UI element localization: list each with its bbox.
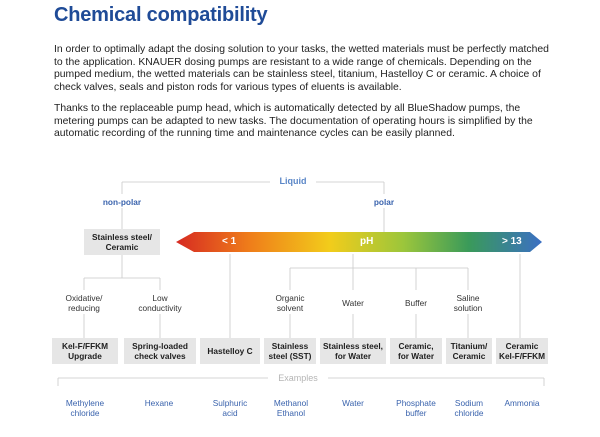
liquid-label: Liquid xyxy=(279,176,307,186)
pump-head-paragraph: Thanks to the replaceable pump head, whi… xyxy=(54,103,533,140)
example-item: Water xyxy=(342,398,364,408)
material-box: Ceramic Kel-F/FFKM xyxy=(496,338,548,364)
intro-paragraph: In order to optimally adapt the dosing s… xyxy=(54,44,549,93)
category-low-conductivity: Low conductivity xyxy=(138,293,182,313)
page-title: Chemical compatibility xyxy=(54,4,268,26)
material-box: Stainless steel, for Water xyxy=(320,338,386,364)
example-item: Hexane xyxy=(144,398,174,408)
ph-scale-arrow xyxy=(176,232,542,252)
material-box: Spring-loaded check valves xyxy=(124,338,196,364)
examples-heading: Examples xyxy=(278,373,318,383)
example-item: Sulphuric acid xyxy=(212,398,248,418)
nonpolar-label: non-polar xyxy=(102,197,142,207)
material-box: Hastelloy C xyxy=(200,338,260,364)
category-saline: Saline solution xyxy=(453,293,483,313)
example-item: Sodium chloride xyxy=(454,398,484,418)
category-oxidative: Oxidative/ reducing xyxy=(65,293,103,313)
ph-low-label: < 1 xyxy=(222,236,237,247)
material-box: Kel-F/FFKM Upgrade xyxy=(52,338,118,364)
material-box: Stainless steel (SST) xyxy=(264,338,316,364)
material-box: Ceramic, for Water xyxy=(390,338,442,364)
ph-high-label: > 13 xyxy=(502,236,522,247)
example-item: Methanol Ethanol xyxy=(273,398,309,418)
example-item: Ammonia xyxy=(504,398,540,408)
category-buffer: Buffer xyxy=(405,298,427,308)
example-item: Methylene chloride xyxy=(65,398,105,418)
material-box: Titanium/ Ceramic xyxy=(446,338,492,364)
nonpolar-material-box: Stainless steel/ Ceramic xyxy=(84,229,160,255)
category-water: Water xyxy=(342,298,364,308)
example-item: Phosphate buffer xyxy=(396,398,436,418)
category-organic-solvent: Organic solvent xyxy=(275,293,305,313)
ph-mid-label: pH xyxy=(360,236,374,247)
polar-label: polar xyxy=(373,197,395,207)
